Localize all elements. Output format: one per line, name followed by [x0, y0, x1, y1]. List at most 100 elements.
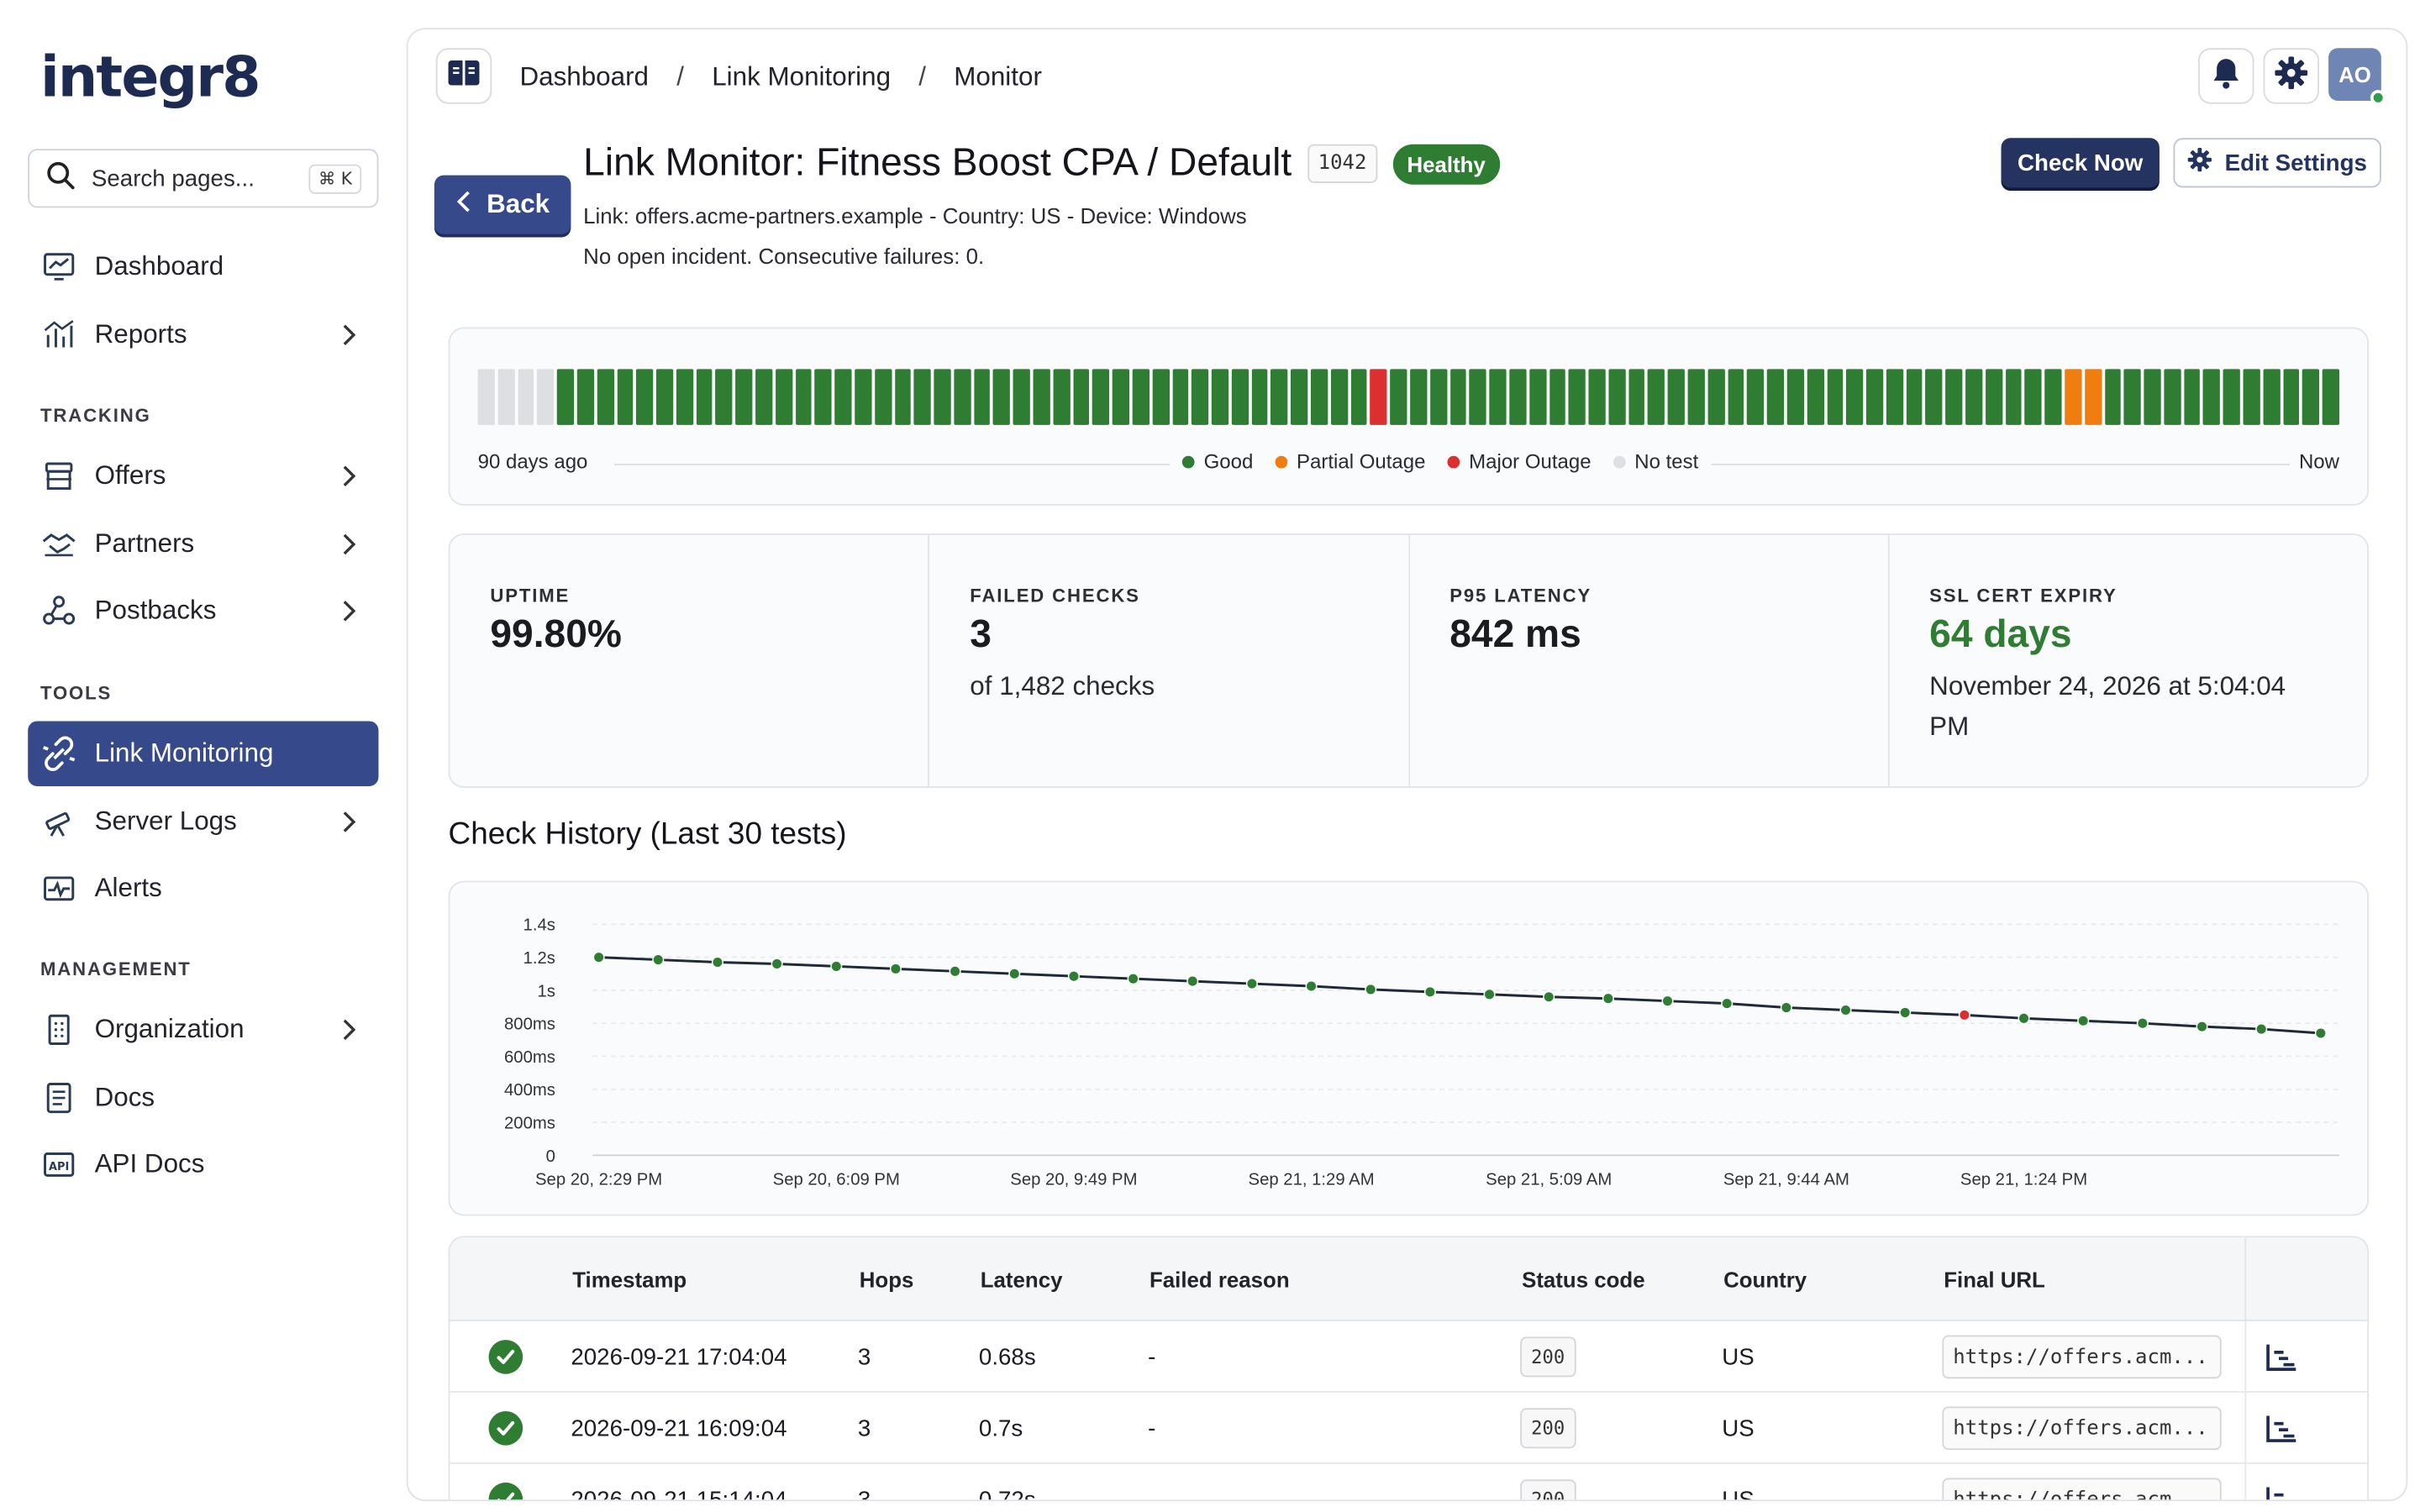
data-point[interactable] [1602, 992, 1614, 1005]
uptime-day-bar[interactable] [2104, 369, 2122, 425]
uptime-day-bar[interactable] [1786, 369, 1804, 425]
back-button[interactable]: Back [434, 175, 571, 234]
uptime-day-bar[interactable] [2024, 369, 2042, 425]
user-avatar[interactable]: AO [2328, 48, 2386, 106]
sidebar-item-server-logs[interactable]: Server Logs [28, 790, 378, 855]
data-point[interactable] [2255, 1023, 2268, 1036]
uptime-day-bar[interactable] [517, 369, 534, 425]
uptime-day-bar[interactable] [1687, 369, 1705, 425]
uptime-day-bar[interactable] [1033, 369, 1050, 425]
uptime-day-bar[interactable] [1113, 369, 1129, 425]
uptime-day-bar[interactable] [993, 369, 1011, 425]
uptime-day-bar[interactable] [795, 369, 813, 425]
uptime-day-bar[interactable] [1965, 369, 1983, 425]
check-now-button[interactable]: Check Now [2001, 138, 2160, 188]
data-point[interactable] [1008, 968, 1021, 980]
column-header-status-code[interactable]: Status code [1522, 1267, 1645, 1292]
sidebar-item-organization[interactable]: Organization [28, 997, 378, 1063]
data-point[interactable] [830, 960, 843, 973]
data-point[interactable] [1423, 985, 1436, 998]
data-point[interactable] [1305, 979, 1318, 993]
cell-final-url[interactable]: https://offers.acm... [1942, 1406, 2222, 1451]
uptime-day-bar[interactable] [1231, 369, 1249, 425]
data-point[interactable] [652, 953, 665, 966]
uptime-day-bar[interactable] [676, 369, 693, 425]
uptime-day-bar[interactable] [1528, 369, 1546, 425]
uptime-day-bar[interactable] [2263, 369, 2281, 425]
uptime-day-bar[interactable] [1390, 369, 1407, 425]
uptime-day-bar[interactable] [597, 369, 614, 425]
uptime-day-bar[interactable] [973, 369, 991, 425]
data-point[interactable] [889, 963, 902, 975]
uptime-day-bar[interactable] [1707, 369, 1725, 425]
data-point[interactable] [2196, 1021, 2208, 1033]
uptime-day-bar[interactable] [1311, 369, 1328, 425]
uptime-day-bar[interactable] [1291, 369, 1308, 425]
uptime-day-bar[interactable] [855, 369, 872, 425]
uptime-day-bar[interactable] [1489, 369, 1507, 425]
uptime-day-bar[interactable] [1945, 369, 1963, 425]
uptime-day-bar[interactable] [497, 369, 515, 425]
uptime-day-bar[interactable] [874, 369, 892, 425]
uptime-day-bar[interactable] [1092, 369, 1110, 425]
uptime-day-bar[interactable] [1608, 369, 1626, 425]
uptime-day-bar[interactable] [616, 369, 634, 425]
uptime-day-bar[interactable] [2065, 369, 2082, 425]
uptime-day-bar[interactable] [696, 369, 713, 425]
uptime-day-bar[interactable] [1569, 369, 1586, 425]
uptime-day-bar[interactable] [636, 369, 654, 425]
data-point[interactable] [1721, 997, 1733, 1010]
edit-settings-button[interactable]: Edit Settings [2173, 138, 2381, 188]
uptime-day-bar[interactable] [1013, 369, 1030, 425]
uptime-day-bar[interactable] [1350, 369, 1368, 425]
uptime-day-bar[interactable] [755, 369, 773, 425]
uptime-day-bar[interactable] [477, 369, 495, 425]
data-point[interactable] [1067, 970, 1080, 983]
uptime-day-bar[interactable] [2282, 369, 2300, 425]
uptime-day-bar[interactable] [1171, 369, 1189, 425]
data-point[interactable] [949, 965, 961, 978]
uptime-day-bar[interactable] [1212, 369, 1228, 425]
uptime-day-bar[interactable] [1628, 369, 1645, 425]
sidebar-item-dashboard[interactable]: Dashboard [28, 234, 378, 300]
breadcrumb-dashboard[interactable]: Dashboard [519, 61, 650, 92]
uptime-day-bar[interactable] [1767, 369, 1784, 425]
breadcrumb-link-monitoring[interactable]: Link Monitoring [712, 61, 892, 92]
uptime-day-bar[interactable] [537, 369, 555, 425]
view-redirect-chain-icon[interactable] [2265, 1413, 2299, 1452]
uptime-day-bar[interactable] [1727, 369, 1744, 425]
uptime-day-bar[interactable] [954, 369, 971, 425]
uptime-day-bar[interactable] [934, 369, 951, 425]
sidebar-item-partners[interactable]: Partners [28, 512, 378, 577]
data-point[interactable] [1127, 973, 1139, 985]
data-point[interactable] [2077, 1015, 2090, 1027]
uptime-day-bar[interactable] [834, 369, 852, 425]
data-point[interactable] [711, 956, 723, 969]
data-point[interactable] [592, 951, 605, 963]
uptime-day-bar[interactable] [1985, 369, 2002, 425]
uptime-day-bar[interactable] [1906, 369, 1923, 425]
uptime-day-bar[interactable] [557, 369, 574, 425]
view-redirect-chain-icon[interactable] [2265, 1341, 2299, 1380]
sidebar-item-postbacks[interactable]: Postbacks [28, 579, 378, 644]
uptime-day-bar[interactable] [1747, 369, 1765, 425]
uptime-day-bar[interactable] [1370, 369, 1387, 425]
uptime-day-bar[interactable] [913, 369, 931, 425]
view-redirect-chain-icon[interactable] [2265, 1484, 2299, 1500]
cell-final-url[interactable]: https://offers.acm... [1942, 1478, 2222, 1500]
uptime-day-bar[interactable] [1270, 369, 1288, 425]
uptime-day-bar[interactable] [1826, 369, 1844, 425]
uptime-day-bar[interactable] [1410, 369, 1428, 425]
data-point[interactable] [1365, 983, 1377, 995]
data-point[interactable] [771, 958, 783, 970]
uptime-day-bar[interactable] [1807, 369, 1824, 425]
data-point[interactable] [2136, 1017, 2149, 1030]
uptime-day-bar[interactable] [1132, 369, 1150, 425]
column-header-latency[interactable]: Latency [980, 1267, 1063, 1292]
sidebar-item-offers[interactable]: Offers [28, 444, 378, 509]
data-point[interactable] [1245, 978, 1258, 990]
column-header-final-url[interactable]: Final URL [1944, 1267, 2045, 1292]
data-point[interactable] [1780, 1001, 1792, 1014]
data-point[interactable] [1543, 990, 1555, 1003]
uptime-day-bar[interactable] [1330, 369, 1348, 425]
